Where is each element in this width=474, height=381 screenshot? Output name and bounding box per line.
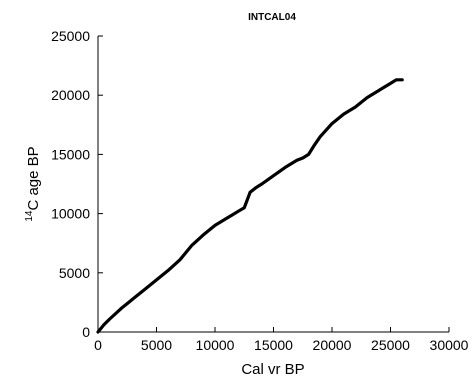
- y-tick-label: 0: [82, 324, 90, 340]
- x-tick-label: 25000: [371, 337, 410, 353]
- x-tick-label: 5000: [141, 337, 172, 353]
- y-axis-title-main: C age BP: [25, 146, 42, 210]
- y-axis-title: 14C age BP: [24, 146, 42, 221]
- x-tick-label: 0: [94, 337, 102, 353]
- y-tick-label: 20000: [51, 87, 90, 103]
- x-tick-label: 30000: [430, 337, 469, 353]
- y-tick-label: 15000: [51, 146, 90, 162]
- plot-series: [96, 78, 404, 334]
- y-tick-label: 10000: [51, 206, 90, 222]
- y-tick-label: 25000: [51, 28, 90, 44]
- y-tick-label: 5000: [59, 265, 90, 281]
- y-axis-title-superscript: 14: [24, 210, 35, 222]
- chart-title: INTCAL04: [248, 12, 296, 23]
- x-tick-label: 15000: [254, 337, 293, 353]
- x-tick-label: 10000: [196, 337, 235, 353]
- series-line-0: [96, 78, 404, 334]
- x-axis-title: Cal vr BP: [241, 361, 304, 378]
- x-tick-label: 20000: [313, 337, 352, 353]
- ticks: 0 5000 10000 15000 20000 25000 30000 0 5000 10000…: [51, 28, 469, 353]
